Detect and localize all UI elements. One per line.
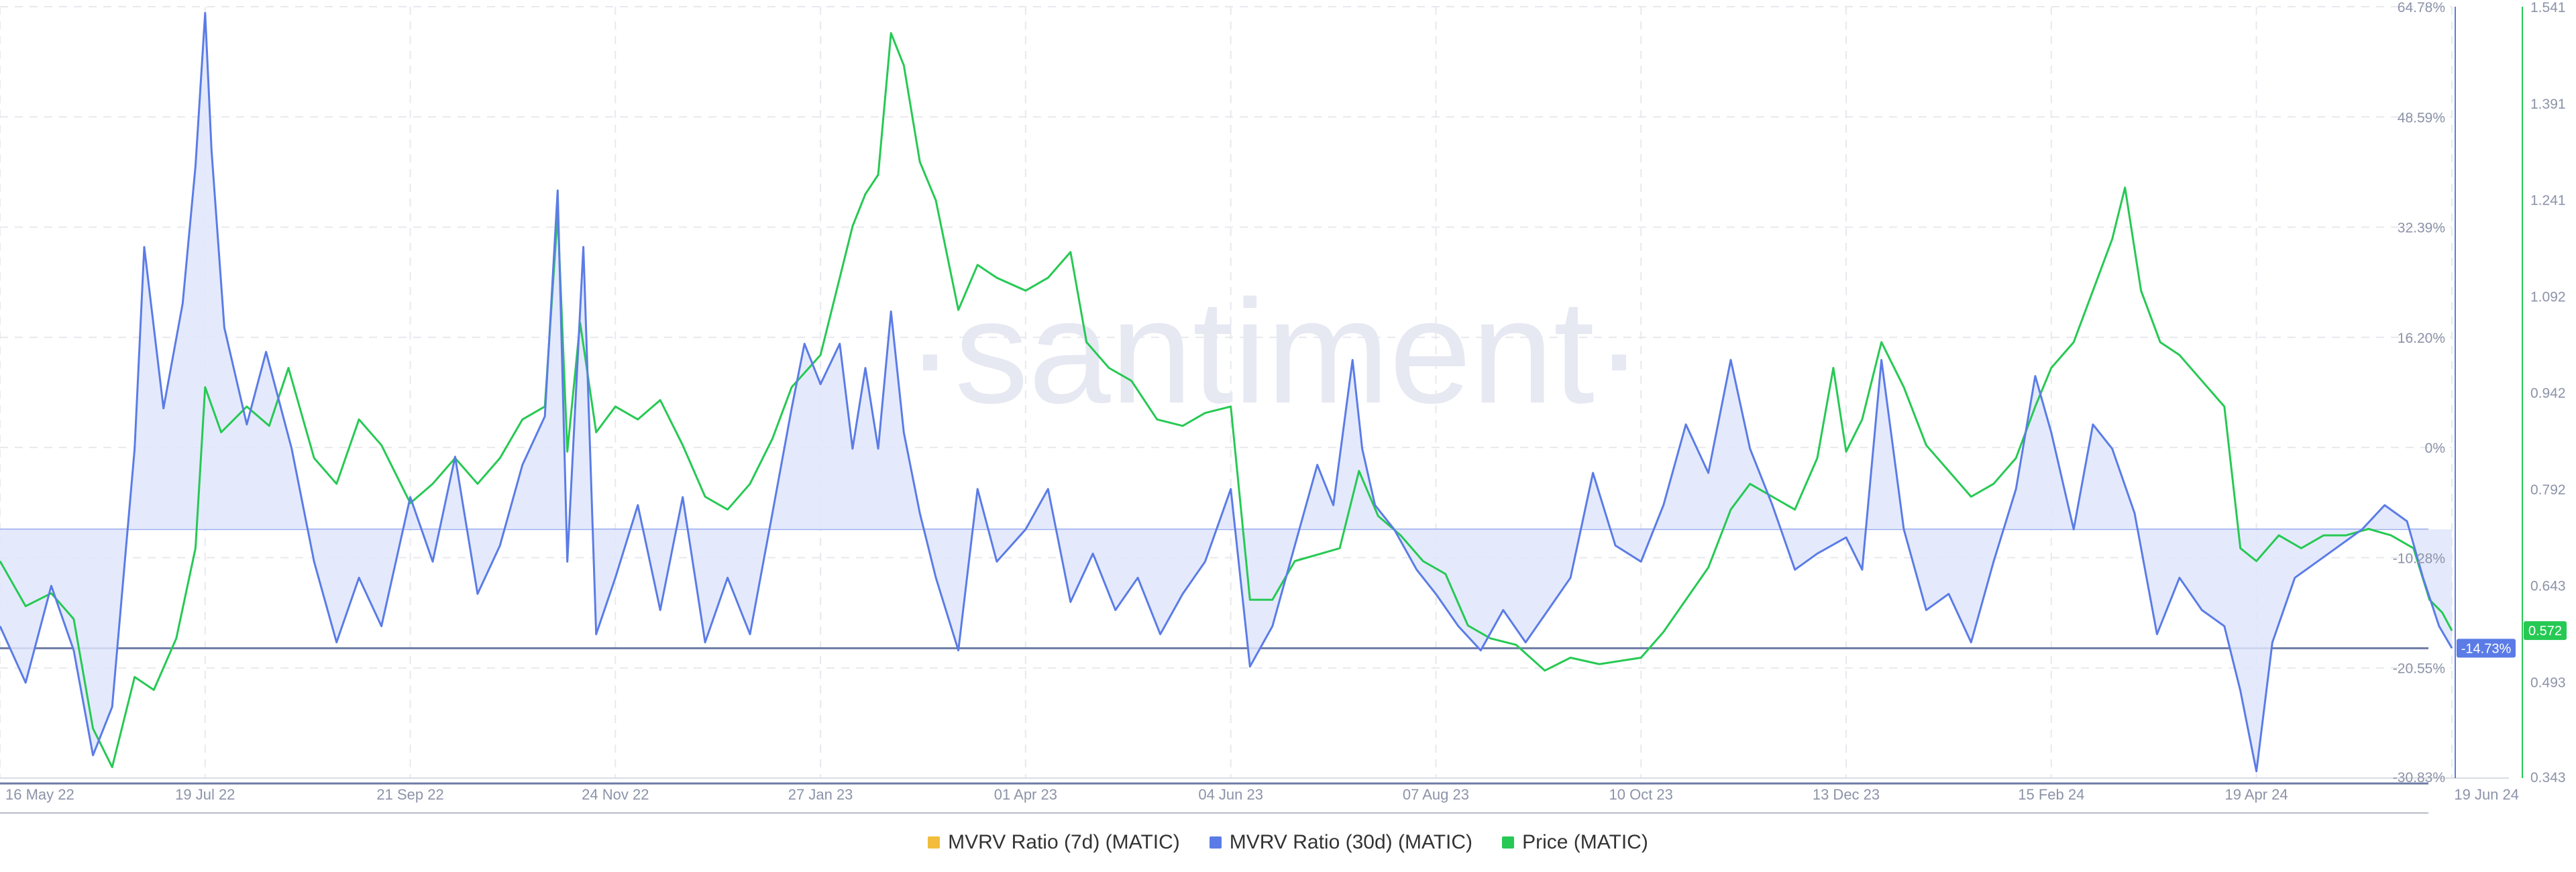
- legend-item[interactable]: MVRV Ratio (30d) (MATIC): [1209, 831, 1473, 854]
- x-tick-label: 16 May 22: [5, 786, 74, 803]
- mvrv-tick-label: -10.28%: [2393, 551, 2445, 566]
- mvrv-axis: 64.78% 48.59% 32.39% 16.20% 0% -10.28% -20.55%…: [2393, 0, 2456, 785]
- mvrv-30d-line: [0, 11, 2453, 773]
- current-value-badges: -14.73% 0.572: [2457, 621, 2567, 658]
- x-tick-label: 19 Jul 22: [175, 786, 235, 803]
- price-tick-label: 0.343: [2530, 770, 2566, 785]
- x-tick-label: 10 Oct 23: [1609, 786, 1673, 803]
- mvrv-tick-label: 48.59%: [2398, 110, 2445, 125]
- price-tick-label: 0.643: [2530, 579, 2566, 594]
- legend-swatch: [1502, 836, 1515, 849]
- price-tick-label: 1.391: [2530, 97, 2566, 112]
- x-tick-label: 13 Dec 23: [1813, 786, 1880, 803]
- x-tick-label: 27 Jan 23: [788, 786, 853, 803]
- x-tick-label: 01 Apr 23: [994, 786, 1057, 803]
- x-tick-label: 19 Apr 24: [2224, 786, 2288, 803]
- price-current-label: 0.572: [2528, 624, 2562, 639]
- price-line: [0, 32, 2453, 769]
- chart-legend: MVRV Ratio (7d) (MATIC) MVRV Ratio (30d) …: [0, 826, 2576, 859]
- mvrv-tick-label: -20.55%: [2393, 661, 2445, 677]
- mvrv-tick-label: 0%: [2425, 441, 2445, 456]
- legend-label: MVRV Ratio (7d) (MATIC): [948, 831, 1180, 853]
- mvrv-current-label: -14.73%: [2461, 641, 2512, 656]
- legend-swatch: [1209, 836, 1222, 849]
- mvrv-current-badge: [2457, 639, 2516, 658]
- legend-item[interactable]: MVRV Ratio (7d) (MATIC): [928, 831, 1180, 854]
- mvrv-tick-label: 16.20%: [2398, 331, 2445, 346]
- x-tick-label: 24 Nov 22: [582, 786, 649, 803]
- x-tick-label: 15 Feb 24: [2018, 786, 2084, 803]
- legend-item[interactable]: Price (MATIC): [1502, 831, 1648, 854]
- price-axis: 1.541 1.391 1.241 1.092 0.942 0.792 0.643 0.493…: [2522, 0, 2566, 785]
- mvrv-tick-label: -30.83%: [2393, 770, 2445, 785]
- x-axis: 16 May 22 19 Jul 22 21 Sep 22 24 Nov 22 27 J…: [0, 777, 2519, 803]
- mvrv-tick-label: 64.78%: [2398, 0, 2445, 15]
- price-tick-label: 1.541: [2530, 0, 2566, 15]
- price-tick-label: 1.241: [2530, 193, 2566, 209]
- x-tick-label: 04 Jun 23: [1198, 786, 1263, 803]
- price-tick-label: 0.792: [2530, 482, 2566, 498]
- x-tick-label: 07 Aug 23: [1403, 786, 1469, 803]
- price-tick-label: 0.942: [2530, 386, 2566, 401]
- legend-swatch: [928, 836, 941, 849]
- x-tick-label: 19 Jun 24: [2454, 786, 2519, 803]
- mvrv-tick-label: 32.39%: [2398, 221, 2445, 236]
- x-tick-label: 21 Sep 22: [376, 786, 443, 803]
- price-tick-label: 0.493: [2530, 675, 2566, 690]
- price-tick-label: 1.092: [2530, 289, 2566, 305]
- legend-label: Price (MATIC): [1522, 831, 1648, 853]
- price-current-badge: [2524, 621, 2567, 641]
- watermark: ·santiment·: [906, 269, 1644, 434]
- legend-label: MVRV Ratio (30d) (MATIC): [1229, 831, 1473, 853]
